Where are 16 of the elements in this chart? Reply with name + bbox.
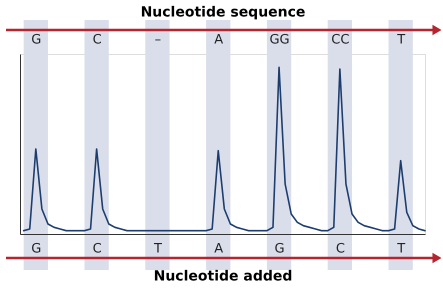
- text: A: [214, 32, 224, 48]
- x-tick-label: G: [31, 242, 42, 256]
- x-tick-label: T: [396, 242, 406, 256]
- text: G: [31, 32, 42, 48]
- text: –: [154, 32, 162, 48]
- x-tick-label: T: [152, 242, 162, 256]
- x-tick-label: C: [92, 242, 102, 256]
- text: C: [92, 32, 102, 48]
- x-tick-label: G: [274, 242, 285, 256]
- x-tick-label: A: [214, 242, 224, 256]
- x2-axis-title: Nucleotide sequence: [140, 4, 306, 20]
- text: GG: [269, 32, 290, 48]
- text: CC: [331, 32, 350, 48]
- x-tick-label: C: [336, 242, 345, 256]
- text: T: [396, 32, 406, 48]
- x-axis-title: Nucleotide added: [154, 268, 292, 284]
